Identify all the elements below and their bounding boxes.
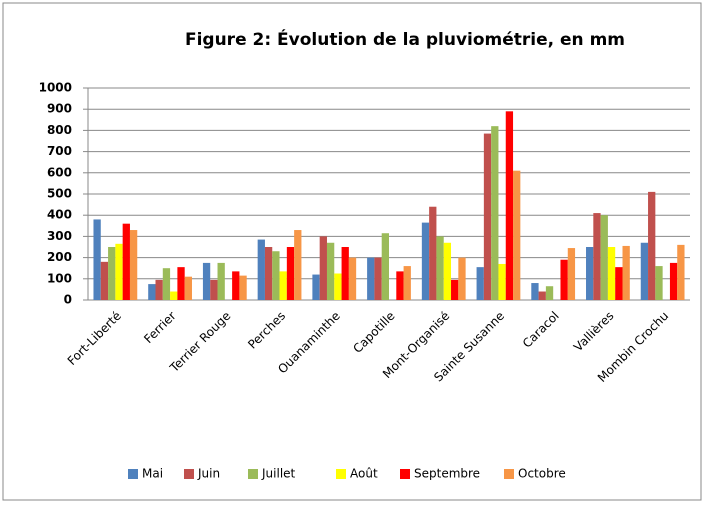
- bar: [443, 242, 452, 300]
- bar: [319, 236, 327, 300]
- bar: [232, 271, 240, 300]
- legend-swatch: [400, 469, 410, 479]
- bar: [513, 170, 521, 300]
- bar: [129, 230, 138, 300]
- chart-title: Figure 2: Évolution de la pluviométrie, …: [185, 28, 625, 50]
- y-tick-label: 1000: [39, 81, 72, 95]
- legend-swatch: [504, 469, 514, 479]
- legend-swatch: [128, 469, 138, 479]
- y-tick-label: 600: [47, 165, 72, 179]
- bar: [239, 275, 247, 300]
- bar: [655, 266, 663, 300]
- bar: [586, 247, 594, 300]
- bar: [483, 133, 492, 300]
- bar: [122, 223, 130, 300]
- bar: [593, 213, 601, 300]
- legend-label: Mai: [142, 467, 163, 481]
- bar: [498, 263, 506, 300]
- bar: [491, 126, 499, 300]
- legend-label: Juillet: [261, 467, 296, 481]
- bar: [476, 267, 484, 300]
- bar: [505, 111, 514, 300]
- bar: [677, 244, 685, 300]
- bar: [567, 248, 576, 300]
- bar: [148, 284, 156, 300]
- legend-swatch: [184, 469, 194, 479]
- bar: [162, 268, 171, 300]
- bar: [436, 236, 444, 300]
- bar: [429, 206, 437, 300]
- bar: [669, 262, 678, 300]
- bar: [115, 243, 123, 300]
- bar: [560, 259, 568, 300]
- bar: [170, 291, 178, 300]
- legend-label: Août: [350, 467, 378, 481]
- y-tick-label: 400: [47, 208, 72, 222]
- legend-label: Septembre: [414, 467, 480, 481]
- bar: [257, 239, 265, 300]
- bar: [341, 247, 349, 300]
- legend-swatch: [336, 469, 346, 479]
- bar: [538, 291, 546, 300]
- bar: [451, 279, 459, 300]
- bar: [264, 247, 273, 300]
- y-tick-label: 900: [47, 102, 72, 116]
- bar: [279, 271, 287, 300]
- bar: [93, 219, 101, 300]
- bar: [217, 262, 225, 300]
- bar: [421, 222, 430, 300]
- y-tick-label: 800: [47, 123, 72, 137]
- y-tick-label: 100: [47, 271, 72, 285]
- bar: [202, 262, 211, 300]
- bar: [108, 247, 116, 300]
- bar: [403, 266, 411, 300]
- bar: [531, 283, 539, 300]
- bar: [348, 257, 357, 300]
- bar: [622, 245, 630, 300]
- legend-swatch: [248, 469, 258, 479]
- bar: [326, 242, 335, 300]
- bar: [545, 286, 554, 300]
- bar: [272, 251, 280, 300]
- bar: [100, 261, 109, 300]
- bar: [615, 267, 623, 300]
- bar: [374, 257, 382, 300]
- bar: [334, 273, 342, 300]
- legend-label: Octobre: [518, 467, 566, 481]
- bar: [396, 271, 404, 300]
- bar: [600, 215, 608, 300]
- bar: [640, 242, 649, 300]
- y-tick-label: 300: [47, 229, 72, 243]
- bar: [184, 276, 192, 300]
- bar: [648, 191, 656, 300]
- bar: [286, 247, 295, 300]
- bar: [367, 257, 375, 300]
- bar: [155, 279, 163, 300]
- y-tick-label: 700: [47, 144, 72, 158]
- y-tick-label: 200: [47, 250, 72, 264]
- bar: [607, 247, 616, 300]
- bar: [312, 274, 320, 300]
- y-tick-label: 500: [47, 187, 72, 201]
- bar: [210, 279, 218, 300]
- bar: [458, 257, 466, 300]
- y-tick-label: 0: [64, 293, 72, 307]
- bar: [177, 267, 185, 300]
- bar: [381, 233, 389, 300]
- bar: [294, 230, 302, 300]
- legend-label: Juin: [197, 467, 220, 481]
